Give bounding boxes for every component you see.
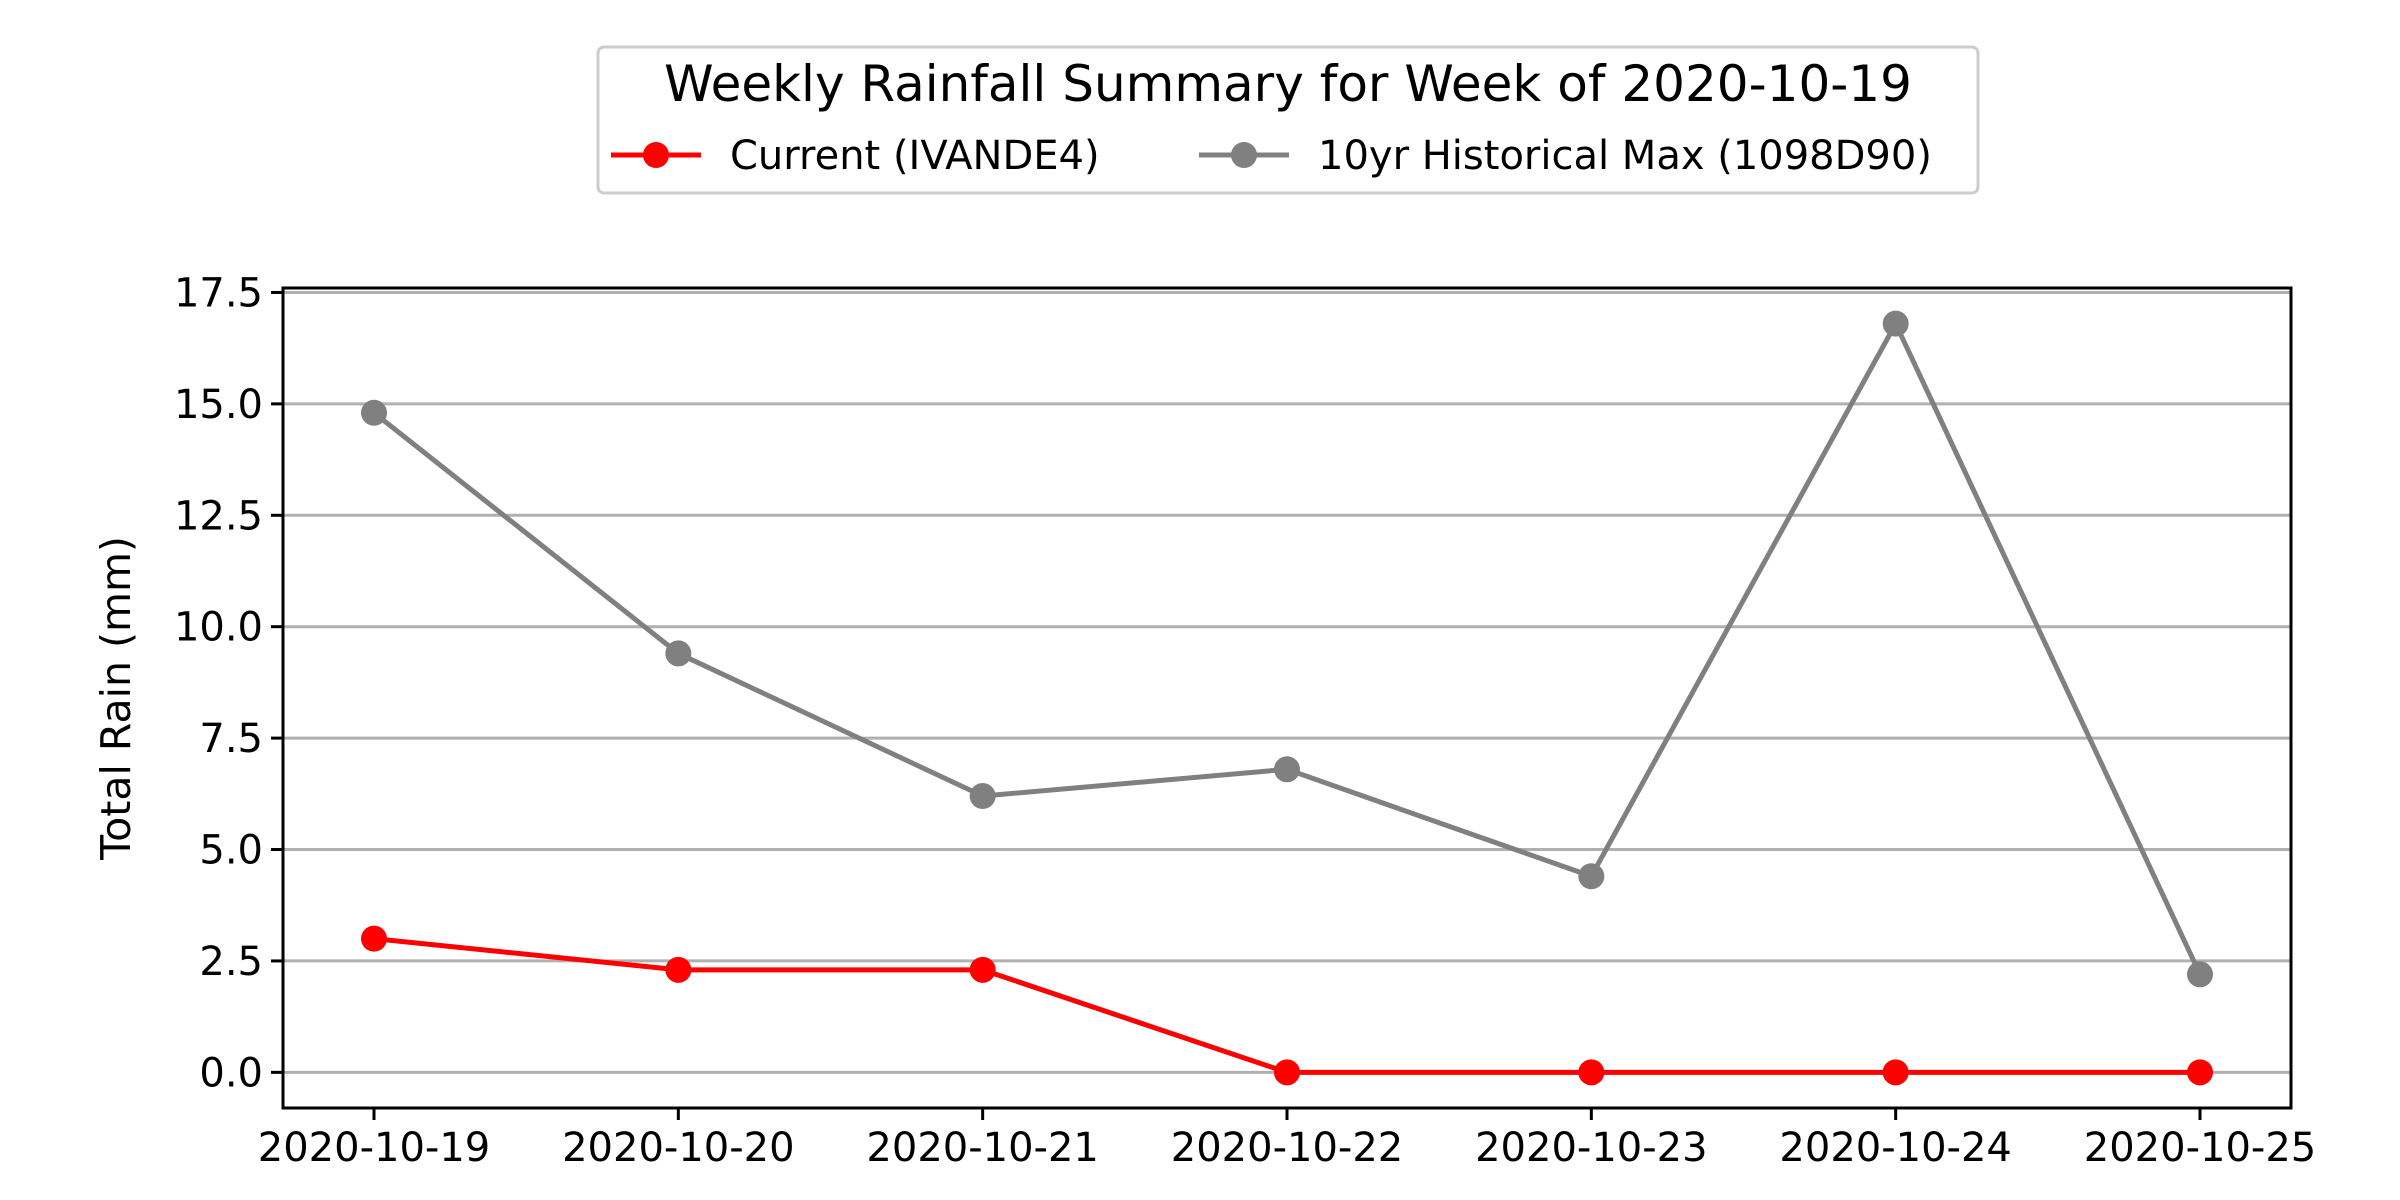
y-tick-label: 12.5 (174, 493, 263, 539)
data-point-current (1882, 1059, 1909, 1086)
series-current (361, 925, 2213, 1086)
data-point-current (2187, 1059, 2213, 1086)
data-point-current (1274, 1059, 1300, 1086)
y-axis: 0.0 2.5 5.0 7.5 10.0 12.5 15.0 17.5 (174, 270, 283, 1096)
y-tick-label: 5.0 (199, 828, 263, 874)
legend-frame (596, 45, 1980, 195)
plot-area: 0.02.55.07.510.012.515.017.5 2020-10-19 2… (174, 270, 2316, 1171)
data-point-historical (1578, 863, 1605, 890)
series-line-current (373, 936, 2200, 1075)
x-tick-label: 2020-10-20 (562, 1125, 794, 1171)
data-point-historical (1274, 756, 1300, 783)
legend-entry-current: Current (IVANDE4) (611, 133, 1100, 179)
y-tick-label: 7.5 (199, 716, 263, 762)
legend-label-historical: 10yr Historical Max (1098D90) (1318, 133, 1932, 179)
legend-label-current: Current (IVANDE4) (730, 133, 1100, 179)
legend-title: Weekly Rainfall Summary for Week of 2020… (664, 55, 1912, 113)
plot-frame (281, 286, 2293, 1110)
data-point-current (969, 956, 996, 983)
y-axis-title: Total Rain (mm) (92, 536, 140, 861)
y-tick-label: 15.0 (174, 382, 263, 428)
data-point-historical (361, 399, 387, 426)
x-tick-label: 2020-10-19 (258, 1125, 490, 1171)
x-tick-label: 2020-10-23 (1475, 1125, 1707, 1171)
x-tick-label: 2020-10-21 (866, 1125, 1098, 1171)
x-axis: 2020-10-19 2020-10-20 2020-10-21 2020-10-22… (258, 1108, 2316, 1171)
legend: Weekly Rainfall Summary for Week of 2020… (596, 45, 1980, 195)
series-layer (361, 310, 2213, 1086)
y-tick-label: 17.5 (174, 270, 263, 316)
data-point-historical (665, 640, 692, 667)
series-line-historical (372, 321, 2203, 976)
data-point-current (361, 925, 387, 952)
y-tick-label: 2.5 (199, 939, 263, 985)
series-historical (361, 310, 2213, 988)
x-tick-label: 2020-10-25 (2084, 1125, 2316, 1171)
data-point-historical (969, 783, 996, 810)
data-point-current (1578, 1059, 1605, 1086)
legend-marker-historical (1231, 142, 1257, 168)
data-point-historical (1882, 310, 1909, 337)
y-tick-label: 10.0 (174, 605, 263, 651)
y-tick-label: 0.0 (199, 1050, 263, 1096)
data-point-historical (2187, 961, 2213, 988)
legend-marker-current (643, 142, 669, 168)
x-tick-label: 2020-10-22 (1171, 1125, 1403, 1171)
data-point-current (665, 956, 692, 983)
grid-lines (283, 290, 2291, 1074)
legend-entry-historical: 10yr Historical Max (1098D90) (1199, 133, 1932, 179)
x-tick-label: 2020-10-24 (1779, 1125, 2011, 1171)
